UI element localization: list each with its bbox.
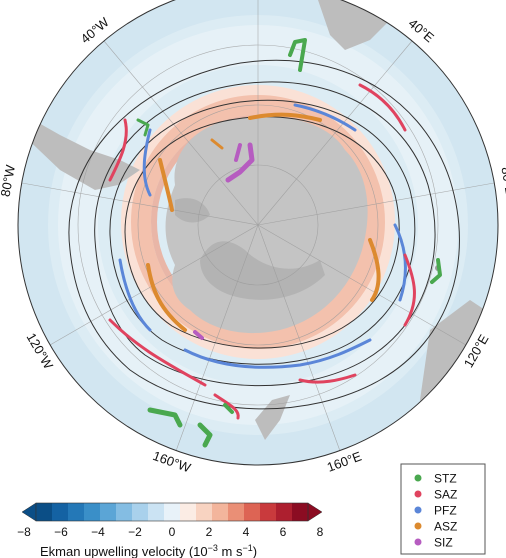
colorbar-cell <box>180 503 197 521</box>
front-lines <box>68 59 460 410</box>
colorbar-cell <box>196 503 213 521</box>
colorbar: −8 −6 −4 −2 0 2 4 6 8 Ekman upwelling velocity (… <box>17 502 324 558</box>
colorbar-ticks: −8 −6 −4 −2 0 2 4 6 8 <box>17 525 324 539</box>
float-trajectories <box>108 38 442 448</box>
colorbar-tick-label: 4 <box>243 525 250 539</box>
colorbar-cell <box>148 503 165 521</box>
colorbar-cell <box>116 503 133 521</box>
map-border <box>17 0 499 466</box>
colorbar-cell <box>100 503 117 521</box>
colorbar-tick-label: −8 <box>17 525 31 539</box>
colorbar-cell <box>84 503 101 521</box>
colorbar-cell <box>244 503 261 521</box>
colorbar-tick-label: −6 <box>54 525 68 539</box>
legend-label: ASZ <box>434 520 457 534</box>
colorbar-tick-label: 6 <box>280 525 287 539</box>
legend-marker <box>414 506 422 514</box>
colorbar-cell <box>36 503 53 521</box>
colorbar-cell <box>164 503 181 521</box>
legend-label: STZ <box>434 472 457 486</box>
colorbar-cell <box>212 503 229 521</box>
colorbar-cell <box>292 503 309 521</box>
colorbar-right-arrow <box>307 502 323 522</box>
colorbar-cell <box>68 503 85 521</box>
legend: STZ SAZ PFZ ASZ SIZ <box>400 463 486 555</box>
colorbar-tick-label: 2 <box>206 525 213 539</box>
legend-label: PFZ <box>434 504 457 518</box>
colorbar-tick-label: −4 <box>91 525 105 539</box>
legend-label: SAZ <box>434 488 457 502</box>
colorbar-cell <box>260 503 277 521</box>
legend-marker <box>414 538 422 546</box>
legend-marker <box>414 474 422 482</box>
new-zealand-land <box>255 395 290 440</box>
colorbar-cell <box>52 503 69 521</box>
lon-label: 80°E <box>498 166 506 197</box>
legend-label: SIZ <box>434 536 453 550</box>
colorbar-cells <box>21 502 323 522</box>
colorbar-tick-label: 8 <box>317 525 324 539</box>
colorbar-cell <box>132 503 149 521</box>
colorbar-cell <box>228 503 245 521</box>
lon-label: 80°W <box>0 163 18 198</box>
colorbar-cell <box>276 503 293 521</box>
colorbar-tick-label: −2 <box>128 525 142 539</box>
colorbar-label: Ekman upwelling velocity (10−3 m s−1) <box>40 543 257 558</box>
legend-marker <box>414 490 422 498</box>
south-america-land <box>18 118 140 190</box>
colorbar-tick-label: 0 <box>169 525 176 539</box>
legend-marker <box>414 522 422 530</box>
colorbar-left-arrow <box>21 502 37 522</box>
